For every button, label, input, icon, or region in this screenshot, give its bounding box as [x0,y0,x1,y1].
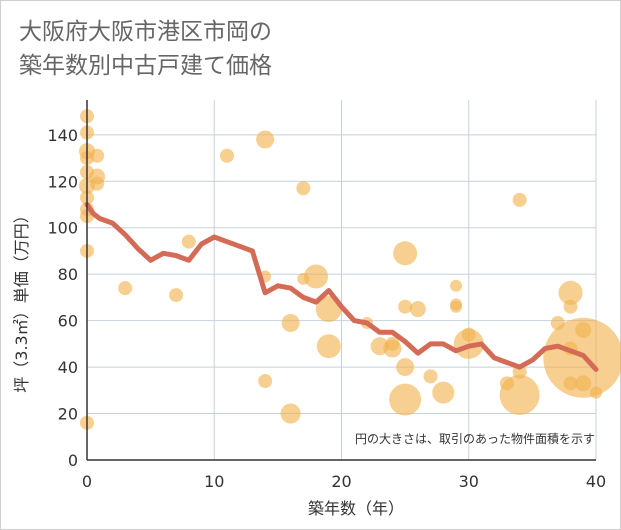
data-bubble [181,234,196,249]
x-tick-label: 20 [331,472,351,491]
data-bubble [590,386,602,399]
data-bubble [258,374,273,389]
data-bubble [432,381,455,404]
y-tick-label: 140 [47,126,78,145]
data-bubble [281,313,300,332]
data-bubble [90,148,105,163]
y-tick-label: 40 [58,358,78,377]
data-bubble [396,358,415,377]
average-price-line [84,202,599,372]
data-bubble [304,264,329,289]
chart-title-line-1: 大阪府大阪市港区市岡の [19,19,272,45]
data-bubble [393,241,418,266]
y-axis-label: 坪（3.3㎡）単価（万円） [12,207,31,392]
chart-title: 大阪府大阪市港区市岡の 築年数別中古戸建て価格 [19,15,272,83]
chart-title-line-2: 築年数別中古戸建て価格 [19,53,272,79]
x-tick-label: 40 [586,472,606,491]
bubble-size-note: 円の大きさは、取引のあった物件面積を示す [355,431,595,446]
data-bubble [90,176,105,191]
data-bubble [256,130,275,149]
data-bubble [280,403,301,424]
y-tick-label: 100 [47,219,78,238]
x-axis-label: 築年数（年） [308,499,404,518]
x-tick-label: 10 [204,472,224,491]
data-bubble [499,374,540,415]
y-tick-label: 80 [58,265,78,284]
y-tick-label: 60 [58,312,78,331]
data-bubble [389,383,422,416]
grid [87,100,597,461]
y-tick-label: 20 [58,405,78,424]
y-tick-label: 120 [47,172,78,191]
data-bubble [383,339,402,358]
data-bubble [563,299,578,314]
data-bubble [118,281,133,296]
axes [86,100,596,461]
bubble-layer [79,109,621,430]
data-bubble [423,369,438,384]
data-bubble [409,301,426,318]
data-bubble [398,299,413,314]
data-bubble [558,280,583,305]
data-bubble [296,181,311,196]
x-tick-label: 30 [459,472,479,491]
y-tick-label: 0 [68,451,78,470]
data-bubble [575,375,592,392]
data-bubble [316,334,341,359]
data-bubble [450,300,463,313]
tick-labels: 0 10 20 30 40 0 20 40 60 80 100 120 140 [47,126,606,491]
data-bubble [219,148,234,163]
data-bubble [512,192,527,207]
data-bubble [450,279,463,292]
x-tick-label: 0 [82,472,92,491]
data-bubble [169,288,184,303]
